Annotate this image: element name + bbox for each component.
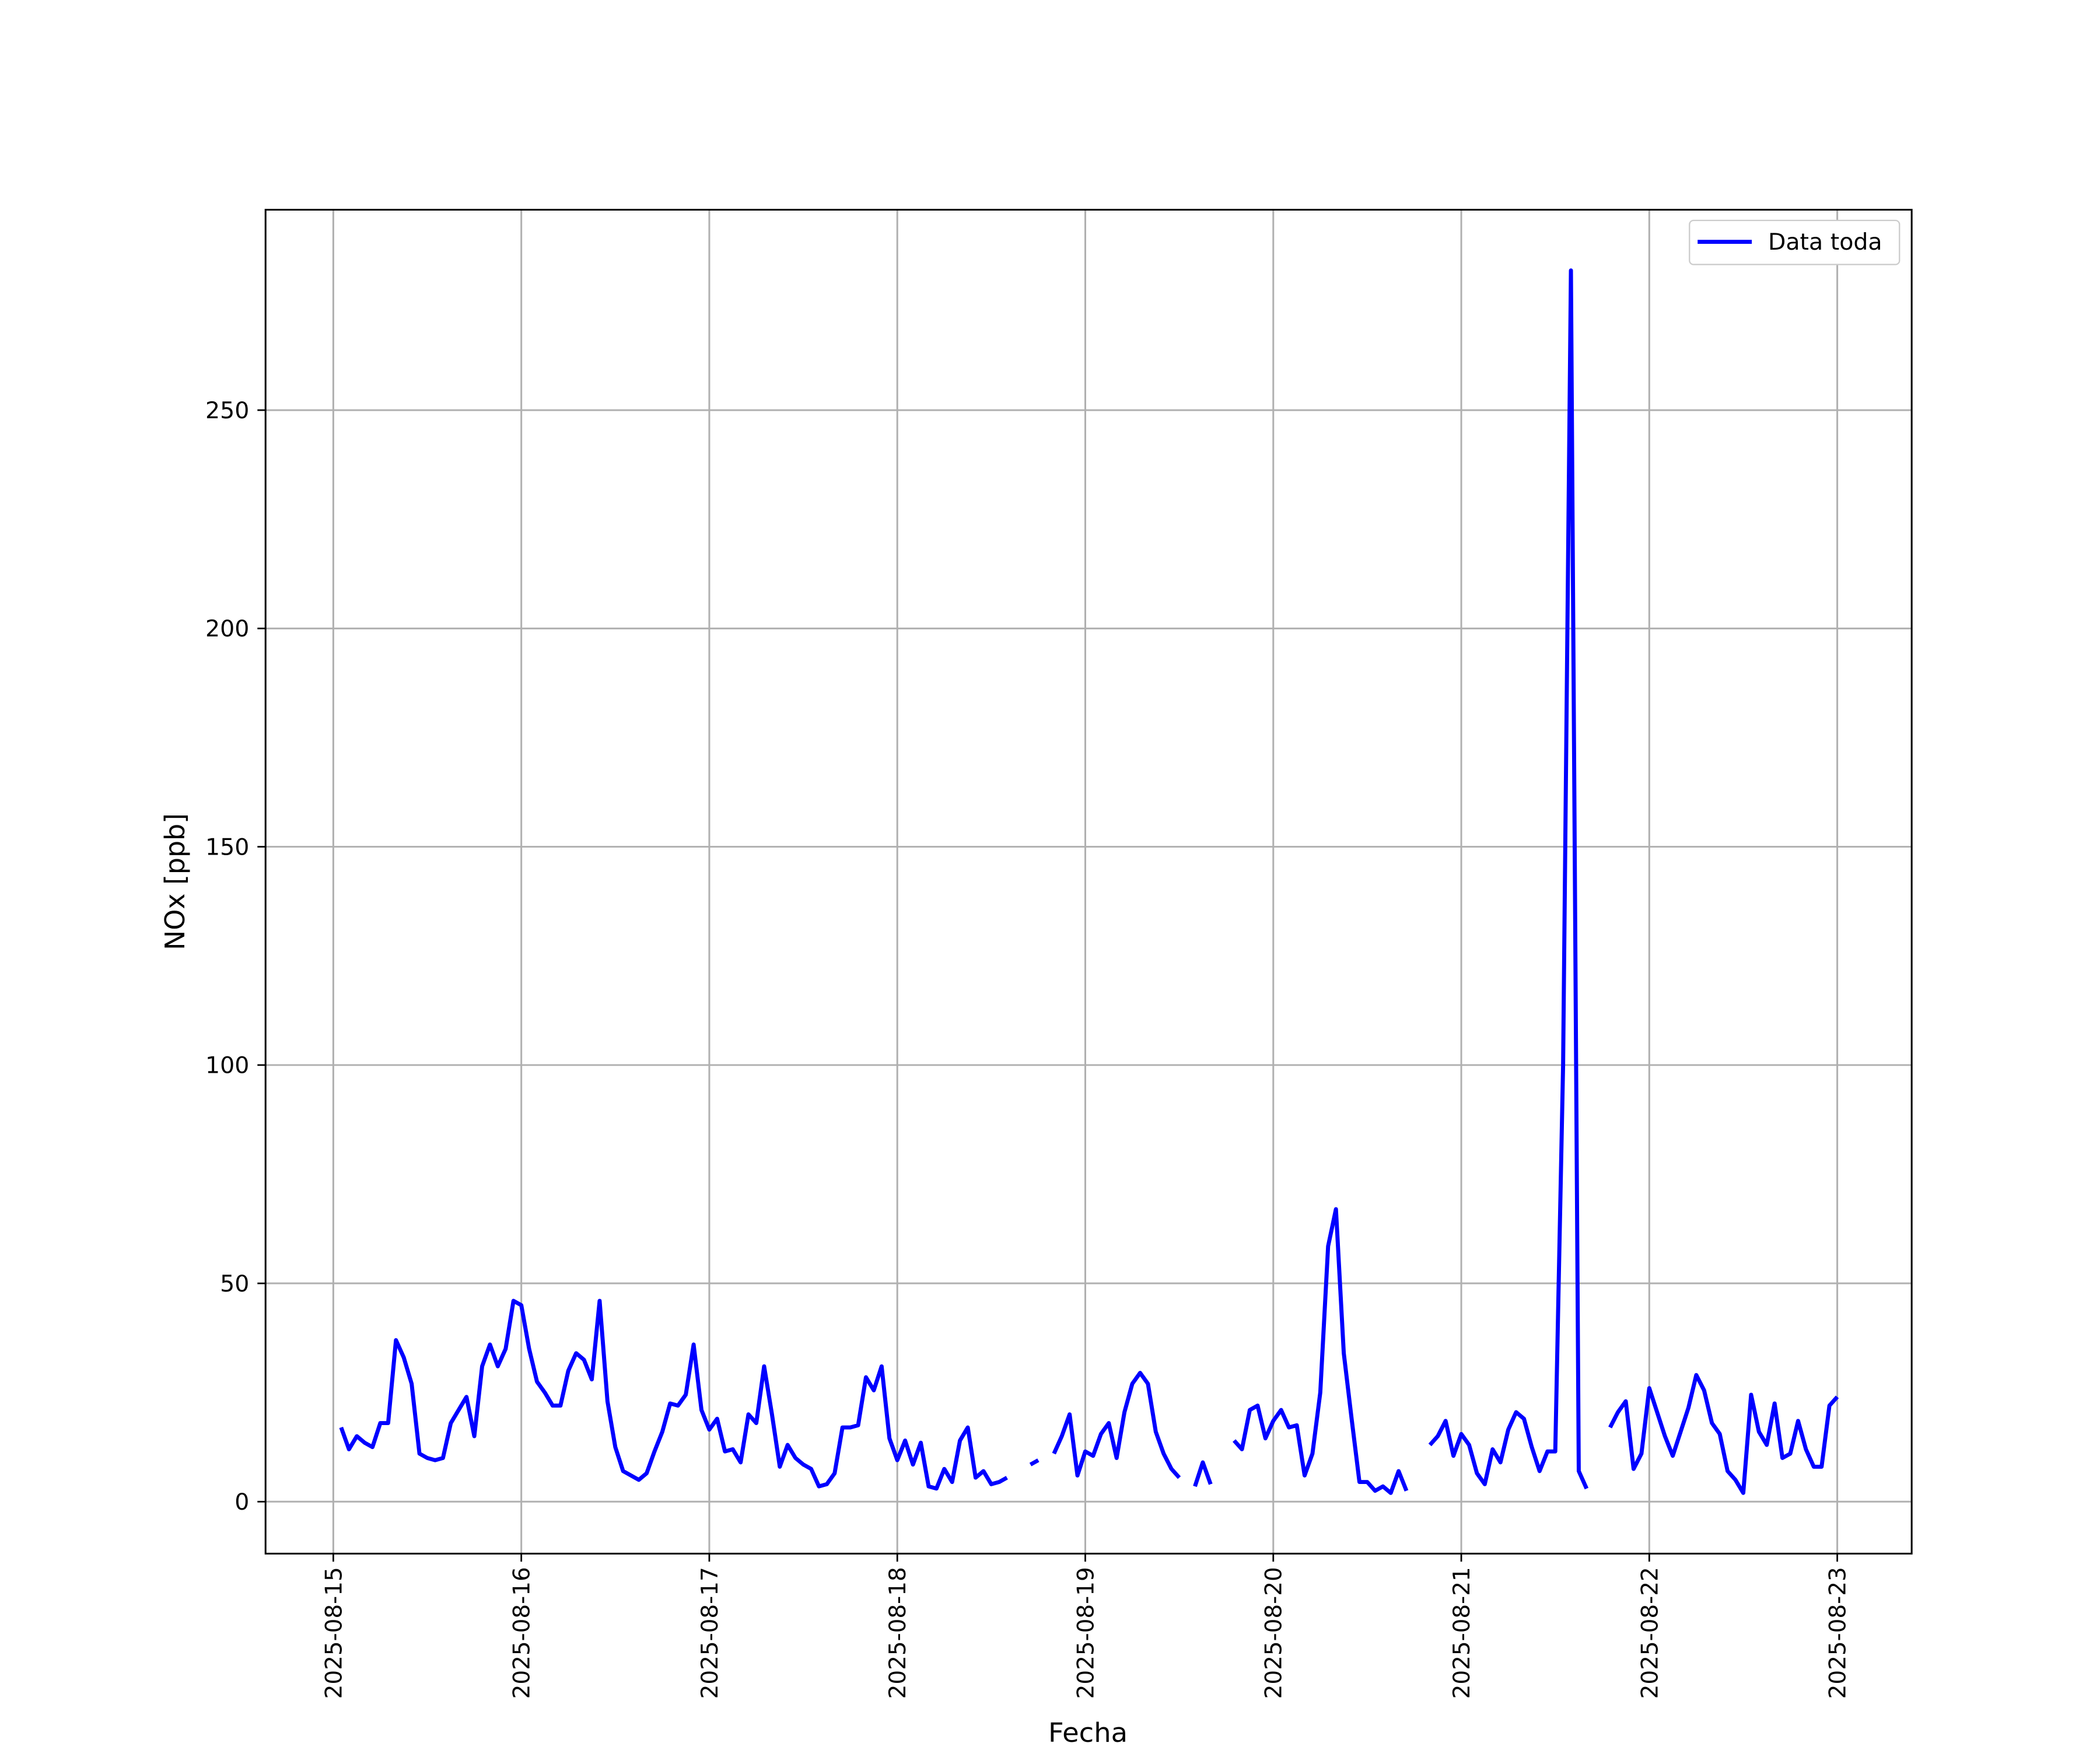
y-tick-label: 200 (205, 616, 249, 642)
y-tick-label: 250 (205, 398, 249, 424)
y-tick-label: 50 (220, 1271, 249, 1297)
x-tick-label: 2025-08-16 (509, 1567, 535, 1699)
x-tick-label: 2025-08-18 (885, 1567, 911, 1699)
legend: Data toda (1689, 219, 1901, 265)
x-tick-label: 2025-08-19 (1073, 1567, 1099, 1699)
data-line (339, 268, 1839, 1495)
legend-label: Data toda (1768, 229, 1882, 256)
y-tick-label: 0 (235, 1489, 249, 1516)
y-tick-label: 100 (205, 1053, 249, 1079)
y-axis-label: NOx [ppb] (159, 813, 191, 950)
x-tick-label: 2025-08-21 (1449, 1567, 1475, 1699)
axes-frame (264, 209, 1913, 1555)
plot-area (339, 268, 1839, 1495)
x-tick-label: 2025-08-17 (697, 1567, 723, 1699)
x-tick-label: 2025-08-15 (321, 1567, 347, 1699)
x-tick-label: 2025-08-20 (1261, 1567, 1287, 1699)
x-tick-label: 2025-08-22 (1637, 1567, 1663, 1699)
x-axis-label: Fecha (1048, 1717, 1128, 1749)
grid (265, 209, 1912, 1554)
y-tick-label: 150 (205, 835, 249, 861)
x-tick-label: 2025-08-23 (1825, 1567, 1851, 1699)
legend-box (1689, 219, 1901, 265)
